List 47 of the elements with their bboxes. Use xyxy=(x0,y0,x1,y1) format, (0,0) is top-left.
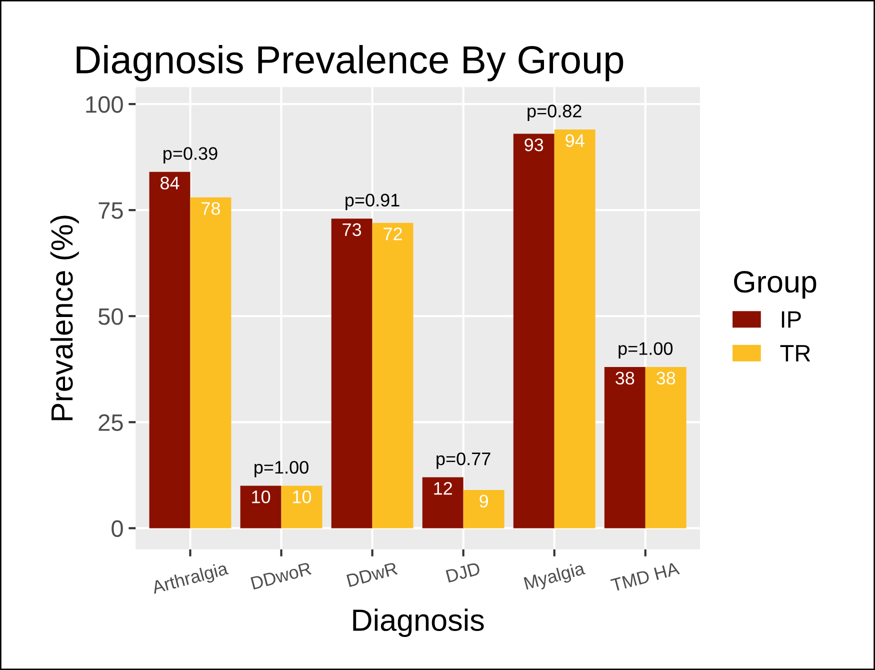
bar xyxy=(604,367,646,528)
bar xyxy=(331,218,372,528)
bar xyxy=(190,197,232,528)
y-axis-title: Prevalence (%) xyxy=(50,216,79,420)
data-label: 10 xyxy=(252,490,270,504)
x-tick-label: DDwoR xyxy=(250,562,312,590)
y-tick-label: 25 xyxy=(98,414,123,431)
annotation: p=1.00 xyxy=(618,342,673,359)
legend-label: IP xyxy=(782,311,801,328)
bar xyxy=(513,134,554,528)
data-label: 12 xyxy=(434,482,452,495)
y-tick-label: 0 xyxy=(112,520,123,537)
x-tick-label: DJD xyxy=(446,562,481,583)
data-label: 93 xyxy=(524,138,544,152)
annotation: p=0.82 xyxy=(528,104,582,122)
bar xyxy=(422,477,464,528)
annotation: p=0.91 xyxy=(346,194,400,210)
bar xyxy=(240,486,282,528)
bar xyxy=(463,490,504,528)
bar xyxy=(554,130,596,528)
y-tick-label: 50 xyxy=(98,308,123,325)
y-tick-label: 100 xyxy=(86,96,123,113)
x-tick-label: TMD HA xyxy=(610,562,680,592)
bar xyxy=(281,486,322,528)
data-label: 38 xyxy=(616,372,634,385)
data-label: 73 xyxy=(342,223,362,236)
y-tick-label: 75 xyxy=(98,202,123,219)
data-label: 72 xyxy=(384,228,402,240)
annotation: p=1.00 xyxy=(254,460,308,478)
x-axis-title: Diagnosis xyxy=(353,608,484,638)
data-label: 10 xyxy=(293,490,312,504)
annotation: p=0.77 xyxy=(436,452,490,469)
data-label: 94 xyxy=(566,134,584,148)
bar xyxy=(149,172,190,528)
bar xyxy=(645,367,686,528)
data-label: 84 xyxy=(160,176,180,190)
data-label: 38 xyxy=(656,372,676,385)
bar xyxy=(372,222,414,528)
data-label: 78 xyxy=(202,202,220,215)
data-label: 9 xyxy=(480,494,488,508)
x-tick-label: DDwR xyxy=(346,562,398,587)
annotation: p=0.39 xyxy=(164,147,218,164)
legend-title: Group xyxy=(734,271,816,299)
x-tick-label: Myalgia xyxy=(524,561,587,594)
chart-title: Diagnosis Prevalence By Group xyxy=(76,45,624,82)
x-tick-label: Arthralgia xyxy=(150,561,230,598)
legend-label: TR xyxy=(780,345,810,362)
